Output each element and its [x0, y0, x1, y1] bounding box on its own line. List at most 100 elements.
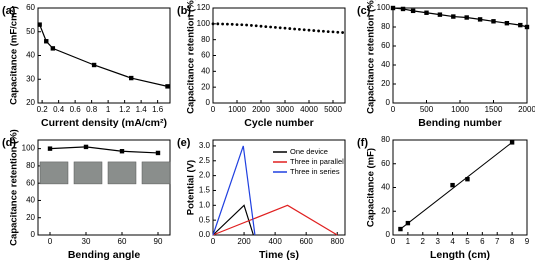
point: [405, 220, 411, 226]
point: [155, 150, 161, 156]
x-tick-label: 0.8: [86, 105, 98, 114]
x-tick-label: 1.6: [152, 105, 164, 114]
y-tick-label: 80: [26, 161, 35, 170]
x-tick-label: 2000: [252, 105, 270, 114]
x-tick-label: 9: [525, 237, 530, 246]
legend-label: Three in series: [290, 167, 340, 176]
point: [274, 25, 277, 29]
point: [302, 28, 306, 32]
inset-photo: [107, 161, 137, 185]
x-axis-label: Bending angle: [68, 249, 140, 261]
x-tick-label: 0: [391, 237, 396, 246]
x-tick-label: 500: [420, 105, 434, 114]
inset-photo: [73, 161, 103, 185]
point: [307, 28, 311, 32]
panel-label: (b): [177, 5, 191, 17]
x-tick-label: 1.4: [136, 105, 148, 114]
x-tick-label: 0.6: [70, 105, 82, 114]
x-tick-label: 4: [450, 237, 455, 246]
x-tick-label: 0: [48, 237, 53, 246]
x-axis-label: Time (s): [259, 249, 299, 261]
y-axis-label: Capacitance (mF): [366, 148, 377, 227]
y-tick-label: 0: [386, 230, 391, 239]
point: [37, 22, 42, 27]
point: [326, 30, 330, 33]
point: [477, 17, 483, 22]
point: [424, 10, 429, 15]
x-tick-label: 400: [268, 237, 282, 246]
point: [331, 30, 335, 34]
point: [341, 31, 344, 34]
plot-frame: [212, 139, 346, 236]
y-tick-label: 20: [381, 79, 390, 88]
x-axis-label: Cycle number: [244, 117, 313, 129]
y-tick-label: 50: [26, 27, 35, 36]
point: [269, 25, 272, 29]
y-tick-label: 60: [381, 41, 390, 50]
point: [119, 149, 125, 154]
y-axis-label: Capacitance (mF/cm²): [9, 6, 20, 105]
point: [464, 15, 469, 20]
x-tick-label: 4000: [300, 105, 318, 114]
panel-label: (c): [357, 5, 371, 17]
x-tick-label: 2000: [518, 105, 535, 114]
x-tick-label: 1000: [451, 105, 469, 114]
point: [259, 24, 263, 28]
y-tick-label: 40: [26, 51, 35, 60]
x-tick-label: 3000: [276, 105, 294, 114]
plot-frame: [392, 139, 528, 236]
point: [44, 39, 49, 44]
panel-label: (a): [2, 5, 16, 17]
point: [518, 22, 523, 28]
y-tick-label: 0: [386, 98, 391, 107]
y-tick-label: 0.5: [199, 215, 211, 224]
point: [47, 146, 53, 151]
point: [312, 29, 316, 32]
x-axis-label: Length (cm): [430, 249, 490, 261]
point: [465, 176, 470, 182]
y-axis-label: Capacitance retention (%): [366, 0, 377, 114]
point: [400, 6, 406, 12]
point: [509, 140, 515, 145]
y-tick-label: 60: [201, 51, 210, 60]
y-tick-label: 40: [381, 183, 390, 192]
point: [451, 14, 456, 19]
y-tick-label: 120: [197, 3, 211, 12]
point: [278, 26, 282, 30]
inset-photo: [39, 161, 69, 185]
x-tick-label: 0: [391, 105, 396, 114]
plot-frame: [212, 7, 346, 104]
point: [322, 29, 325, 33]
point: [83, 144, 89, 150]
x-tick-label: 0: [211, 105, 216, 114]
x-tick-label: 8: [510, 237, 515, 246]
y-tick-label: 2.0: [199, 171, 211, 180]
point: [390, 5, 396, 11]
x-tick-label: 60: [118, 237, 127, 246]
x-tick-label: 1500: [485, 105, 503, 114]
point: [398, 226, 403, 232]
point: [283, 26, 287, 30]
point: [504, 21, 510, 26]
y-axis-label: Capacitance retention (%): [9, 129, 20, 246]
x-axis-label: Bending number: [418, 117, 501, 129]
y-tick-label: 40: [381, 60, 390, 69]
y-tick-label: 20: [381, 206, 390, 215]
x-tick-label: 5: [465, 237, 470, 246]
plot-frame: [37, 139, 171, 236]
x-axis-label: Current density (mA/cm²): [41, 117, 167, 129]
point: [216, 22, 220, 26]
point: [410, 8, 416, 14]
y-tick-label: 0.0: [199, 230, 211, 239]
x-tick-label: 0.2: [37, 105, 49, 114]
x-tick-label: 200: [237, 237, 251, 246]
y-tick-label: 0: [31, 230, 36, 239]
point: [450, 182, 455, 188]
point: [226, 22, 229, 26]
y-tick-label: 20: [26, 213, 35, 222]
point: [491, 19, 496, 24]
plot-frame: [37, 7, 171, 104]
point: [245, 23, 249, 27]
point: [298, 27, 301, 31]
